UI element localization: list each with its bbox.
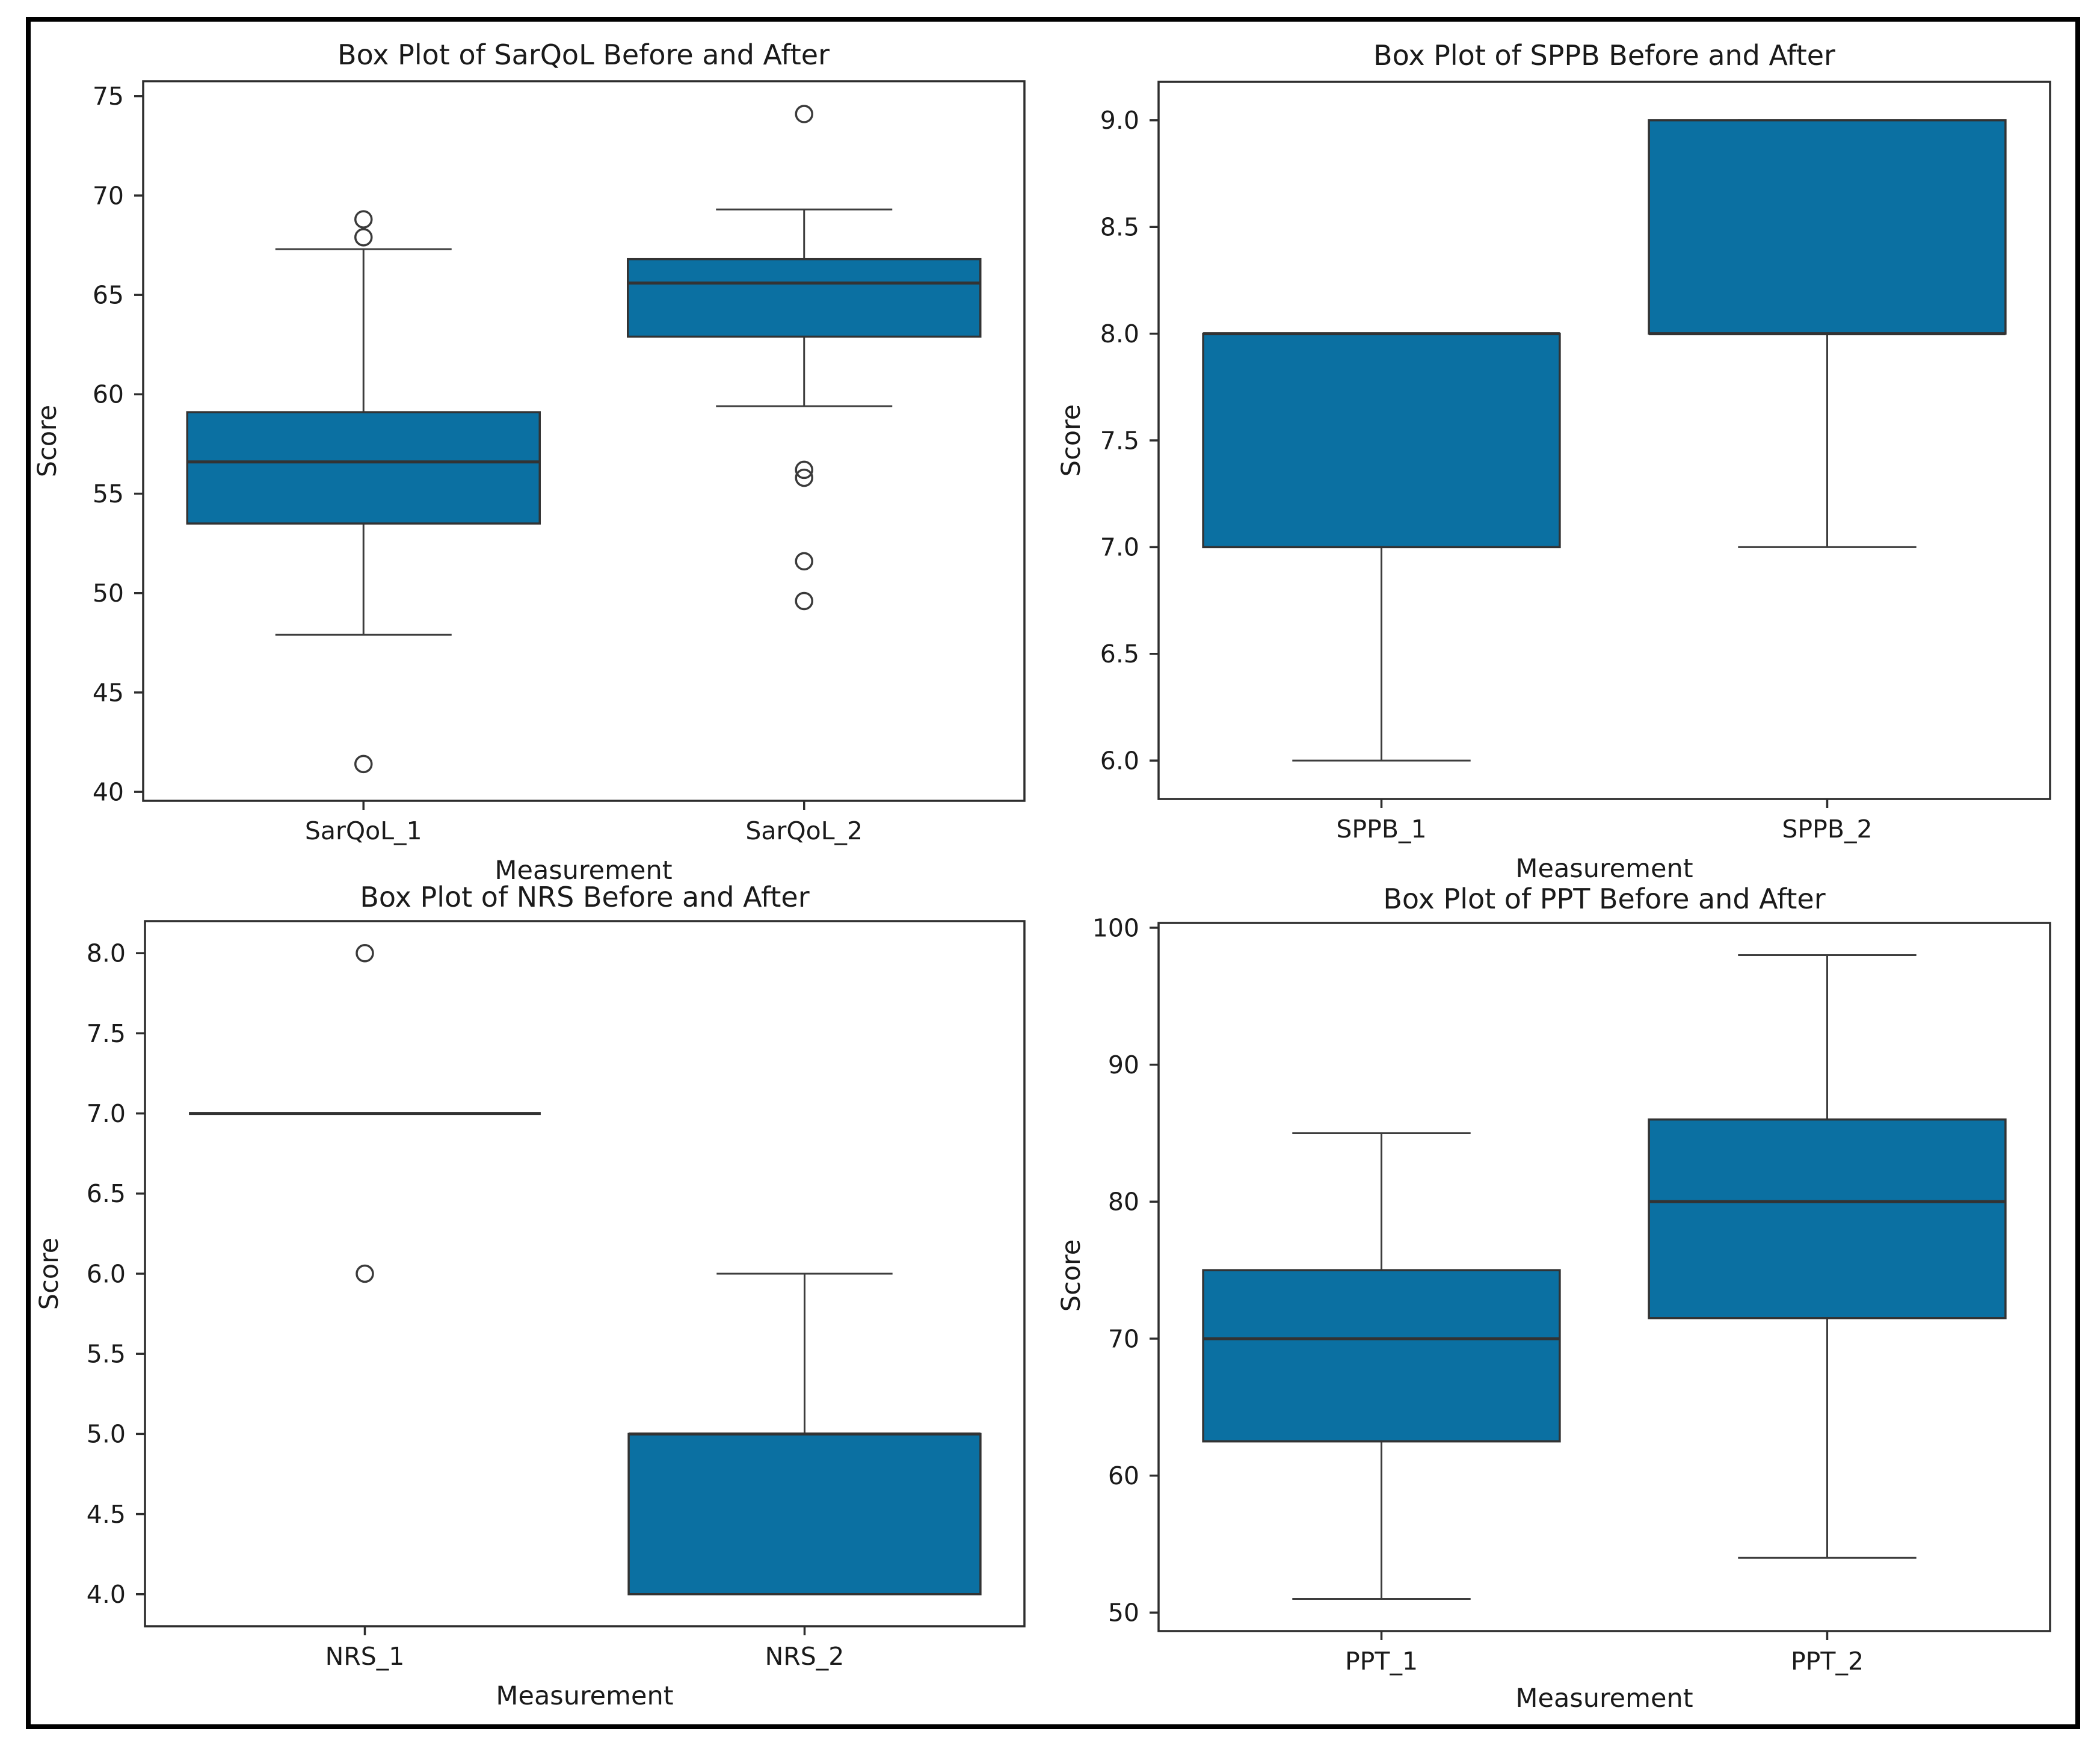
outlier-point: [795, 591, 813, 611]
subplot-nrs: 4.0 4.5 5.0 5.5 6.0 6.5 7.0 7.5 8.0 NRS_1 NRS_2: [87, 920, 1026, 1671]
y-tick-label: 90: [1108, 1050, 1139, 1079]
y-tick-label: 65: [93, 281, 124, 310]
x-tick-label: SarQoL_2: [745, 816, 863, 845]
y-tick-label: 50: [93, 579, 124, 608]
x-axis-label-sppb: Measurement: [1515, 854, 1693, 884]
plot-title-sarqol: Box Plot of SarQoL Before and After: [337, 39, 830, 71]
x-tick-label: PPT_2: [1791, 1647, 1864, 1676]
outlier-point: [795, 105, 813, 123]
y-tick-label: 100: [1092, 913, 1139, 942]
y-tick-label: 60: [1108, 1461, 1139, 1490]
y-axis-label-sarqol: Score: [32, 405, 63, 477]
y-axis-label-sppb: Score: [1056, 404, 1086, 477]
outlier-point: [354, 210, 373, 229]
x-tick-label: PPT_1: [1345, 1647, 1418, 1676]
x-axis-label-sarqol: Measurement: [494, 856, 672, 886]
subplot-sarqol: 40 45 50 55 60 65 70 75 SarQoL_1 SarQoL_2: [93, 80, 1026, 845]
y-tick-label: 5.5: [87, 1340, 126, 1369]
y-axis-label-ppt: Score: [1056, 1239, 1086, 1312]
outlier-point: [795, 460, 813, 480]
outlier-point: [356, 944, 374, 963]
box-SarQoL_2: [627, 258, 982, 338]
y-tick-label: 6.5: [1100, 640, 1139, 668]
subplot-ppt: 50 60 70 80 90 100 PPT_1 PPT_2: [1092, 913, 2051, 1676]
y-tick-label: 7.0: [87, 1099, 126, 1128]
box-SarQoL_1: [186, 411, 541, 525]
y-tick-label: 6.0: [1100, 746, 1139, 775]
outlier-point: [795, 468, 813, 487]
box-SPPB_1: [1202, 332, 1561, 549]
x-tick-label: SarQoL_1: [305, 816, 422, 845]
outlier-point: [354, 754, 373, 774]
x-axis-label-ppt: Measurement: [1515, 1683, 1693, 1714]
y-tick-label: 70: [1108, 1324, 1139, 1353]
y-tick-label: 80: [1108, 1188, 1139, 1217]
box-PPT_1: [1202, 1269, 1561, 1443]
y-tick-label: 4.0: [87, 1580, 126, 1609]
y-tick-label: 75: [93, 82, 124, 111]
y-tick-label: 8.0: [87, 939, 126, 968]
outlier-point: [356, 1264, 374, 1283]
plot-title-ppt: Box Plot of PPT Before and After: [1383, 883, 1825, 915]
y-tick-label: 60: [93, 380, 124, 409]
subplot-sppb: 6.0 6.5 7.0 7.5 8.0 8.5 9.0 SPPB_1 SPPB_2: [1100, 81, 2051, 844]
y-tick-label: 7.0: [1100, 533, 1139, 562]
y-tick-label: 7.5: [87, 1019, 126, 1048]
box-PPT_2: [1648, 1118, 2007, 1319]
y-tick-label: 50: [1108, 1599, 1139, 1627]
y-tick-label: 5.0: [87, 1420, 126, 1449]
y-tick-label: 7.5: [1100, 426, 1139, 455]
y-tick-label: 9.0: [1100, 106, 1139, 135]
y-tick-label: 70: [93, 181, 124, 210]
box-NRS_2: [627, 1433, 982, 1596]
x-tick-label: NRS_2: [765, 1642, 845, 1671]
outlier-point: [354, 228, 373, 247]
y-axis-label-nrs: Score: [34, 1238, 64, 1310]
outlier-point: [795, 552, 813, 571]
x-tick-label: SPPB_2: [1782, 815, 1872, 844]
y-tick-label: 55: [93, 480, 124, 508]
y-tick-label: 6.0: [87, 1259, 126, 1288]
y-tick-label: 45: [93, 678, 124, 707]
figure-border: [26, 17, 2080, 1729]
plot-title-nrs: Box Plot of NRS Before and After: [360, 881, 809, 913]
y-tick-label: 4.5: [87, 1500, 126, 1529]
plot-title-sppb: Box Plot of SPPB Before and After: [1373, 39, 1835, 72]
y-tick-label: 6.5: [87, 1179, 126, 1208]
y-tick-label: 8.0: [1100, 319, 1139, 348]
x-axis-label-nrs: Measurement: [496, 1681, 673, 1711]
x-tick-label: SPPB_1: [1336, 815, 1426, 844]
box-SPPB_2: [1648, 119, 2007, 335]
x-tick-label: NRS_1: [325, 1642, 405, 1671]
y-tick-label: 8.5: [1100, 213, 1139, 242]
y-tick-label: 40: [93, 777, 124, 806]
